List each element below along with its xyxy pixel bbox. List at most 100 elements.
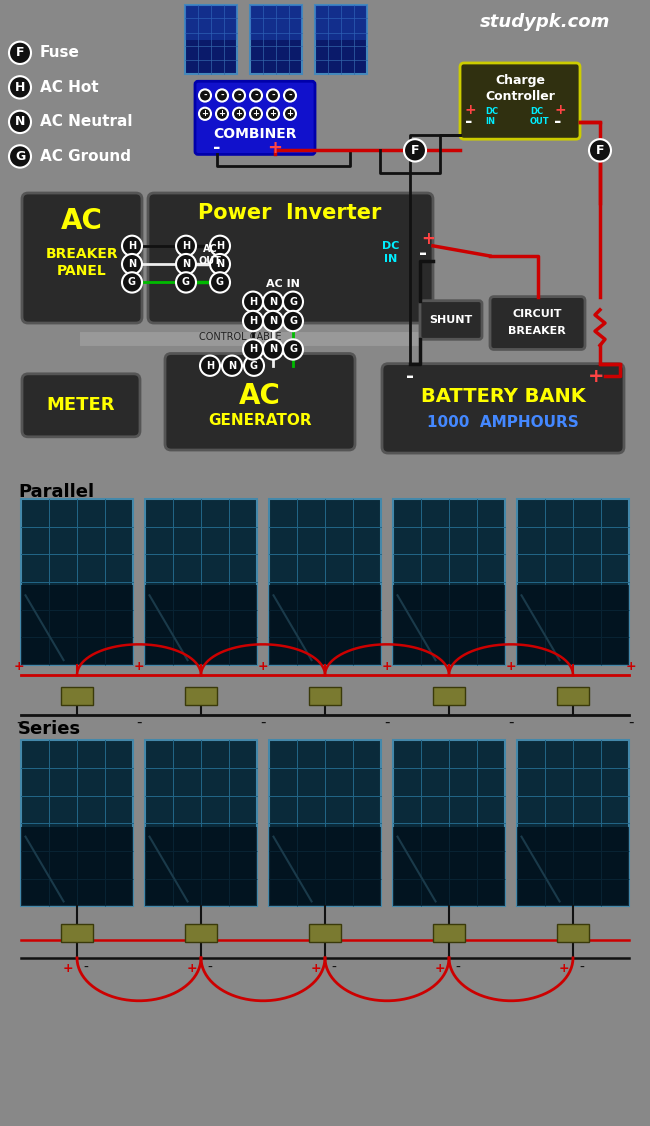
Text: AC Ground: AC Ground	[40, 149, 131, 164]
Text: -: -	[136, 714, 142, 730]
Text: -: -	[406, 367, 414, 386]
Text: IN: IN	[485, 117, 495, 126]
Circle shape	[243, 292, 263, 312]
Text: +: +	[218, 109, 226, 118]
Text: +: +	[202, 109, 209, 118]
Text: N: N	[269, 316, 277, 327]
Circle shape	[283, 339, 303, 359]
Text: Charge: Charge	[495, 73, 545, 87]
FancyBboxPatch shape	[433, 924, 465, 942]
Circle shape	[263, 311, 283, 331]
FancyBboxPatch shape	[22, 193, 142, 323]
Text: N: N	[228, 360, 236, 370]
Text: CIRCUIT: CIRCUIT	[512, 309, 562, 319]
Text: G: G	[289, 297, 297, 306]
Circle shape	[216, 89, 228, 101]
Circle shape	[122, 254, 142, 275]
Text: G: G	[15, 150, 25, 163]
Circle shape	[222, 356, 242, 376]
FancyBboxPatch shape	[433, 687, 465, 705]
FancyBboxPatch shape	[195, 81, 315, 154]
Circle shape	[233, 108, 245, 119]
Text: AC: AC	[61, 207, 103, 235]
Text: H: H	[182, 241, 190, 251]
Circle shape	[9, 77, 31, 99]
Circle shape	[9, 42, 31, 64]
Text: -: -	[580, 960, 584, 975]
Text: H: H	[216, 241, 224, 251]
Text: +: +	[134, 660, 144, 673]
Text: -: -	[465, 113, 473, 131]
Text: F: F	[411, 144, 419, 157]
Text: BATTERY BANK: BATTERY BANK	[421, 386, 586, 405]
FancyBboxPatch shape	[557, 687, 589, 705]
Text: Series: Series	[18, 721, 81, 739]
FancyBboxPatch shape	[185, 687, 217, 705]
Circle shape	[210, 235, 230, 256]
Text: AC Hot: AC Hot	[40, 80, 99, 95]
Text: +: +	[554, 102, 566, 117]
Text: GENERATOR: GENERATOR	[208, 413, 312, 428]
Text: H: H	[249, 316, 257, 327]
Text: -: -	[254, 91, 258, 100]
Text: DC: DC	[530, 107, 543, 116]
Text: G: G	[128, 277, 136, 287]
FancyBboxPatch shape	[21, 740, 133, 906]
FancyBboxPatch shape	[269, 586, 381, 665]
Text: -: -	[237, 91, 240, 100]
Text: -: -	[203, 91, 207, 100]
Circle shape	[250, 89, 262, 101]
Text: +: +	[252, 109, 259, 118]
Text: +: +	[382, 660, 393, 673]
FancyBboxPatch shape	[21, 826, 133, 906]
FancyBboxPatch shape	[517, 740, 629, 906]
Text: AC: AC	[203, 244, 217, 253]
Text: -: -	[207, 960, 213, 975]
Text: +: +	[559, 962, 569, 975]
Circle shape	[176, 235, 196, 256]
Text: CONTROL CABLE: CONTROL CABLE	[199, 332, 281, 342]
Circle shape	[210, 254, 230, 275]
Text: AC Neutral: AC Neutral	[40, 115, 133, 129]
Text: +: +	[506, 660, 516, 673]
Text: G: G	[182, 277, 190, 287]
Text: +: +	[235, 109, 242, 118]
Circle shape	[122, 235, 142, 256]
Text: +: +	[626, 660, 636, 673]
FancyBboxPatch shape	[490, 296, 585, 349]
FancyBboxPatch shape	[61, 687, 93, 705]
Text: G: G	[250, 360, 258, 370]
Text: H: H	[249, 297, 257, 306]
Circle shape	[250, 108, 262, 119]
Circle shape	[589, 140, 611, 161]
Text: N: N	[128, 259, 136, 269]
FancyBboxPatch shape	[557, 924, 589, 942]
FancyBboxPatch shape	[393, 826, 505, 906]
FancyBboxPatch shape	[393, 499, 505, 665]
Text: Controller: Controller	[485, 90, 555, 102]
FancyBboxPatch shape	[21, 586, 133, 665]
Text: G: G	[289, 345, 297, 355]
Circle shape	[283, 292, 303, 312]
FancyBboxPatch shape	[315, 6, 367, 74]
Text: +: +	[311, 962, 321, 975]
FancyBboxPatch shape	[145, 499, 257, 665]
Text: F: F	[596, 144, 605, 157]
FancyBboxPatch shape	[517, 826, 629, 906]
Text: OUT: OUT	[198, 256, 222, 266]
Text: SHUNT: SHUNT	[430, 315, 473, 325]
Text: OUT: OUT	[530, 117, 550, 126]
FancyBboxPatch shape	[148, 193, 433, 323]
FancyBboxPatch shape	[420, 301, 482, 339]
Text: -: -	[554, 113, 562, 131]
Text: -: -	[288, 91, 292, 100]
Circle shape	[216, 108, 228, 119]
Text: N: N	[15, 115, 25, 128]
FancyBboxPatch shape	[250, 6, 302, 39]
Text: +: +	[257, 660, 268, 673]
Circle shape	[199, 89, 211, 101]
Text: AC: AC	[239, 382, 281, 410]
FancyBboxPatch shape	[185, 6, 237, 74]
Circle shape	[267, 89, 279, 101]
Text: -: -	[16, 714, 21, 730]
